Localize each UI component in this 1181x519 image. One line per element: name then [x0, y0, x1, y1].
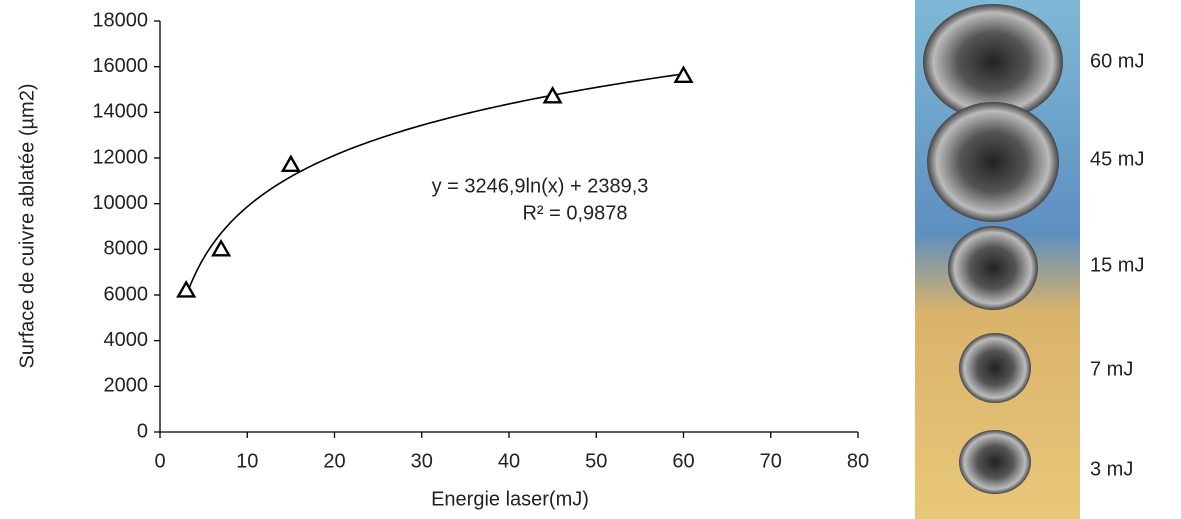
x-tick-label: 60 — [672, 450, 694, 472]
data-point — [211, 238, 232, 257]
trend-equation: y = 3246,9ln(x) + 2389,3 — [432, 175, 649, 197]
y-tick-label: 4000 — [104, 329, 149, 351]
y-tick-label: 6000 — [104, 283, 149, 305]
photo-label: 15 mJ — [1090, 254, 1144, 276]
y-tick-label: 14000 — [92, 101, 148, 123]
trendline — [185, 73, 684, 297]
y-tick-label: 10000 — [92, 192, 148, 214]
data-point — [673, 65, 694, 83]
y-tick-label: 0 — [137, 420, 148, 442]
y-tick-label: 12000 — [92, 146, 148, 168]
x-tick-label: 50 — [585, 450, 607, 472]
y-tick-label: 2000 — [104, 375, 149, 397]
photo — [915, 0, 1080, 519]
data-point — [280, 154, 301, 173]
x-tick-label: 70 — [760, 450, 782, 472]
photo-label: 60 mJ — [1090, 50, 1144, 72]
y-tick-label: 16000 — [92, 55, 148, 77]
photo-label: 45 mJ — [1090, 148, 1144, 170]
y-tick-label: 18000 — [92, 9, 148, 31]
photo-label: 7 mJ — [1090, 358, 1133, 380]
photo-label: 3 mJ — [1090, 458, 1133, 480]
data-point — [542, 85, 563, 104]
x-tick-label: 20 — [323, 450, 345, 472]
x-tick-label: 40 — [498, 450, 520, 472]
x-tick-label: 80 — [847, 450, 869, 472]
x-axis-title: Energie laser(mJ) — [431, 488, 589, 510]
x-tick-label: 10 — [236, 450, 258, 472]
data-point — [176, 280, 197, 298]
x-tick-label: 0 — [154, 450, 165, 472]
y-tick-label: 8000 — [104, 238, 149, 260]
trend-r2: R² = 0,9878 — [522, 202, 627, 224]
x-tick-label: 30 — [411, 450, 433, 472]
y-axis-title: Surface de cuivre ablatée (µm2) — [16, 84, 38, 369]
